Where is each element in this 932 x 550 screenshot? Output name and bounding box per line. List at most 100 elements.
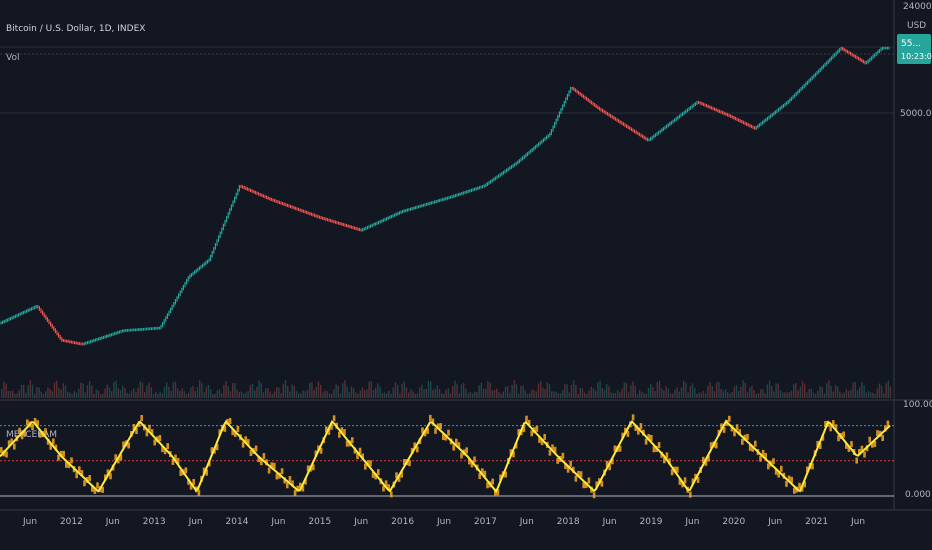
volume-bar — [317, 381, 320, 398]
oscillator-mark — [587, 477, 591, 484]
oscillator-mark — [369, 460, 372, 467]
volume-bar — [161, 393, 163, 398]
volume-bar — [157, 393, 159, 398]
volume-bar — [551, 391, 553, 398]
volume-bar — [478, 385, 480, 398]
volume-bar — [614, 392, 617, 398]
oscillator-mark — [634, 424, 637, 431]
oscillator-mark — [163, 448, 167, 455]
oscillator-mark — [579, 471, 583, 478]
volume-bar — [491, 390, 493, 398]
volume-bar — [234, 383, 236, 398]
volume-bar — [885, 383, 887, 398]
volume-bar — [542, 387, 544, 398]
volume-bar — [773, 391, 775, 398]
volume-bar — [529, 393, 531, 398]
time-tick-label: 2016 — [391, 517, 414, 527]
volume-bar — [581, 388, 584, 398]
oscillator-mark — [657, 442, 661, 449]
volume-bar — [713, 391, 716, 398]
volume-bar — [16, 393, 18, 398]
volume-bar — [823, 393, 826, 398]
volume-bar — [260, 383, 262, 398]
oscillator-mark — [527, 419, 531, 426]
volume-bar — [454, 380, 456, 398]
volume-bar — [634, 386, 636, 398]
volume-bar — [370, 381, 372, 398]
volume-bar — [148, 382, 150, 398]
oscillator-mark — [33, 417, 37, 424]
oscillator-mark — [605, 460, 609, 467]
oscillator-mark — [483, 470, 487, 477]
volume-bar — [588, 390, 590, 398]
time-tick-label: Jun — [436, 517, 451, 527]
volume-bar — [548, 384, 551, 398]
volume-bar — [201, 382, 203, 398]
oscillator-mark — [613, 445, 617, 452]
oscillator-mark — [743, 434, 747, 441]
volume-bar — [372, 389, 375, 398]
oscillator-mark — [46, 438, 50, 445]
volume-bar — [69, 392, 71, 398]
oscillator-mark — [860, 445, 864, 452]
volume-bar — [691, 383, 694, 398]
indicator-label: MERCERAM — [6, 430, 57, 440]
volume-bar — [320, 384, 322, 398]
volume-bar — [427, 380, 430, 398]
volume-bar — [216, 390, 218, 398]
oscillator-mark — [54, 444, 58, 451]
oscillator-mark — [7, 440, 11, 447]
oscillator-mark — [678, 478, 682, 485]
oscillator-mark — [535, 425, 539, 432]
volume-bar — [674, 389, 676, 398]
time-tick-label: 2018 — [557, 517, 580, 527]
oscillator-mark — [286, 482, 289, 489]
volume-bar — [779, 390, 782, 398]
volume-bar — [416, 392, 419, 398]
volume-bar — [575, 384, 577, 398]
volume-bar — [522, 385, 524, 398]
oscillator-mark — [676, 466, 679, 473]
time-tick-label: Jun — [270, 517, 285, 527]
oscillator-mark — [741, 438, 744, 445]
volume-bar — [5, 383, 7, 398]
volume-bar — [89, 380, 91, 398]
volume-bar — [584, 392, 586, 398]
volume-bar — [665, 386, 667, 398]
oscillator-mark — [301, 485, 305, 492]
volume-bar — [856, 390, 859, 398]
volume-bar — [630, 385, 632, 398]
volume-bar — [306, 390, 309, 398]
oscillator-mark — [96, 482, 99, 489]
volume-bar — [425, 388, 427, 398]
volume-bar — [93, 393, 95, 398]
volume-bar — [590, 386, 592, 398]
volume-bar — [810, 388, 812, 398]
volume-bar — [108, 387, 111, 398]
volume-bar — [815, 393, 817, 398]
oscillator-mark — [444, 434, 448, 441]
oscillator-mark — [608, 464, 611, 471]
volume-bar — [27, 384, 29, 398]
volume-bar — [302, 390, 304, 398]
oscillator-mark — [39, 431, 42, 438]
volume-bar — [146, 385, 148, 398]
oscillator-mark — [137, 421, 141, 428]
volume-bar — [130, 390, 133, 398]
oscillator-mark — [215, 444, 219, 451]
oscillator-mark — [395, 472, 398, 479]
volume-bar — [348, 392, 350, 398]
volume-bar — [23, 384, 25, 398]
oscillator-mark — [803, 481, 806, 488]
oscillator-mark — [13, 443, 16, 450]
oscillator-mark — [871, 441, 874, 448]
volume-bar — [731, 391, 733, 398]
oscillator-mark — [470, 461, 474, 468]
grid — [0, 0, 932, 511]
volume-bar — [636, 393, 639, 398]
volume-bar — [872, 392, 874, 398]
oscillator-mark — [327, 428, 331, 435]
time-tick-label: 2014 — [226, 517, 249, 527]
oscillator-mark — [665, 452, 669, 459]
oscillator-mark — [192, 478, 195, 485]
